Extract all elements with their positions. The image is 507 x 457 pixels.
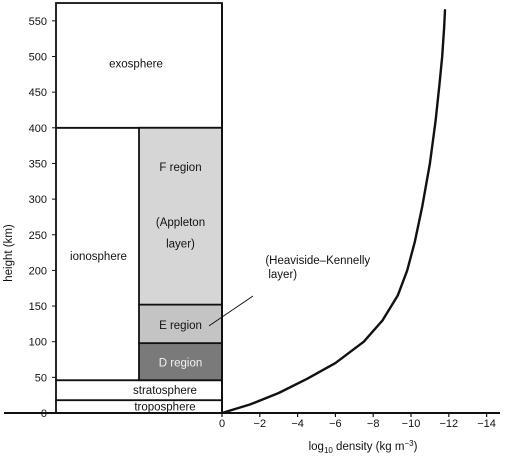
y-tick-label: 150 xyxy=(29,301,47,313)
y-axis-label: height (km) xyxy=(3,224,15,282)
layer-label-exosphere: exosphere xyxy=(109,59,163,71)
x-tick-label: −12 xyxy=(439,418,458,430)
y-tick-label: 450 xyxy=(29,87,47,99)
x-axis-label-sub: 10 xyxy=(324,446,333,455)
region-label-line: (Appleton xyxy=(156,217,205,229)
x-axis-label-prefix: log xyxy=(309,441,324,453)
x-axis-label: log10 density (kg m−3) xyxy=(309,439,418,455)
layer-label-stratosphere: stratosphere xyxy=(133,385,197,397)
y-tick-label: 500 xyxy=(29,52,47,64)
chart-ticks: 0 50 100 150 200 250 300 350 400 450 500 550 0 −2 −4 −6… xyxy=(29,16,496,430)
ionosphere-region-boxes xyxy=(138,126,223,382)
layer-label-ionosphere: ionosphere xyxy=(70,251,127,263)
x-tick-label: −4 xyxy=(291,418,304,430)
y-tick-label: 400 xyxy=(29,123,47,135)
region-label-line: F region xyxy=(159,162,201,174)
region-label-e-region: E region xyxy=(159,320,202,332)
y-tick-label: 250 xyxy=(29,230,47,242)
annotation-label-line: (Heaviside–Kennelly xyxy=(265,255,370,267)
y-tick-label: 300 xyxy=(29,194,47,206)
x-tick-label: −6 xyxy=(329,418,342,430)
y-tick-label: 50 xyxy=(35,372,47,384)
x-tick-label: −8 xyxy=(367,418,380,430)
x-tick-label: 0 xyxy=(219,418,225,430)
x-axis-label-suffix: ) xyxy=(414,441,418,453)
x-axis-label-sup: −3 xyxy=(404,439,414,448)
annotation-pointer xyxy=(208,295,254,327)
y-tick-label: 0 xyxy=(41,408,47,420)
layer-label-troposphere: troposphere xyxy=(134,402,195,414)
region-label-line: layer) xyxy=(166,238,195,250)
region-label-d-region: D region xyxy=(159,358,202,370)
y-tick-label: 350 xyxy=(29,158,47,170)
annotation-label-line: layer) xyxy=(268,269,297,281)
chart-labels: troposphere stratosphere ionosphere exosphe… xyxy=(70,59,370,414)
x-tick-label: −10 xyxy=(402,418,421,430)
chart-axes xyxy=(4,4,500,414)
x-tick-label: −14 xyxy=(477,418,496,430)
region-box-f-region xyxy=(138,126,223,306)
y-tick-label: 550 xyxy=(29,16,47,28)
density-curve xyxy=(220,9,447,415)
x-axis-label-mid: density (kg m xyxy=(333,441,405,453)
y-tick-label: 200 xyxy=(29,265,47,277)
y-tick-label: 100 xyxy=(29,337,47,349)
density-series xyxy=(220,9,447,415)
x-tick-label: −2 xyxy=(254,418,267,430)
